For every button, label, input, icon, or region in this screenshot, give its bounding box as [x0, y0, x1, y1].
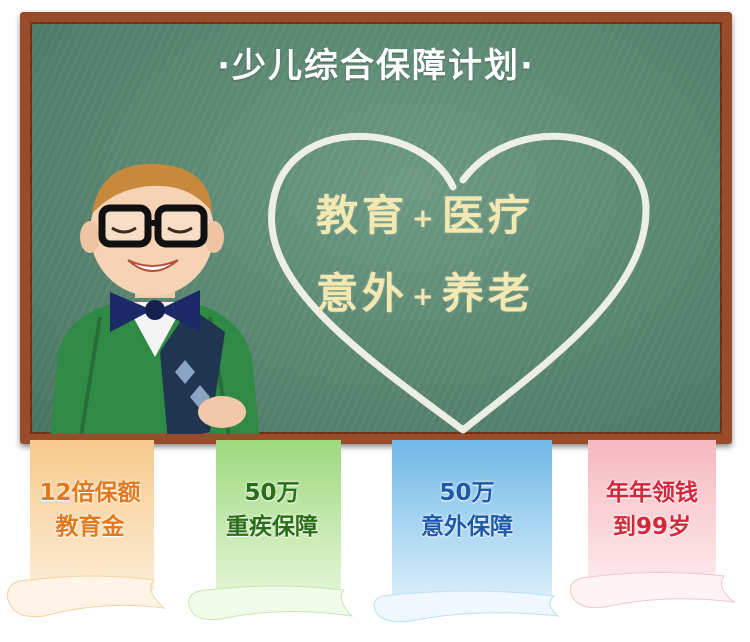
banner-line-2: 教育金 [55, 514, 125, 540]
chalk-heart-icon [268, 132, 650, 434]
banner-line-1: 50万 [439, 480, 495, 506]
plus-sign: + [412, 203, 438, 234]
banner-text: 12倍保额 教育金 [4, 476, 176, 544]
benefit-pension: 养老 [441, 269, 534, 318]
board-title: ·少儿综合保障计划· [217, 46, 535, 86]
benefit-line-2: 意外 +养老 [316, 260, 534, 321]
benefit-banner-critical-illness: 50万 重疾保障 [186, 440, 358, 628]
benefit-banner-education-fund: 12倍保额 教育金 [4, 440, 176, 628]
banner-line-2: 重疾保障 [226, 514, 318, 540]
benefit-education: 教育 [316, 191, 409, 240]
benefit-banner-accident: 50万 意外保障 [372, 440, 560, 628]
banner-line-1: 年年领钱 [606, 480, 698, 506]
banner-text: 年年领钱 到99岁 [566, 476, 738, 544]
banner-line-2: 意外保障 [421, 514, 513, 540]
benefit-banner-annuity: 年年领钱 到99岁 [566, 440, 738, 628]
child-photo [50, 163, 260, 434]
chalkboard: ·少儿综合保障计划· 教育 +医疗 意外 +养老 [20, 12, 732, 444]
banner-text: 50万 重疾保障 [186, 476, 358, 544]
benefit-line-1: 教育 +医疗 [316, 182, 534, 243]
plus-sign: + [412, 281, 438, 312]
benefit-medical: 医疗 [441, 191, 534, 240]
banner-line-1: 12倍保额 [39, 480, 141, 506]
banner-line-2: 到99岁 [612, 514, 691, 540]
benefit-accident: 意外 [316, 269, 409, 318]
banner-line-1: 50万 [244, 480, 300, 506]
banner-text: 50万 意外保障 [372, 476, 562, 544]
